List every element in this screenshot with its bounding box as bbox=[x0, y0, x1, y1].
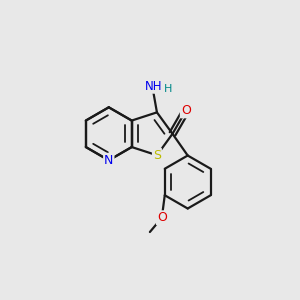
Text: O: O bbox=[157, 211, 167, 224]
Text: N: N bbox=[104, 154, 113, 167]
Text: S: S bbox=[153, 149, 161, 162]
Text: O: O bbox=[181, 104, 191, 117]
Text: NH: NH bbox=[145, 80, 163, 93]
Text: H: H bbox=[164, 84, 173, 94]
